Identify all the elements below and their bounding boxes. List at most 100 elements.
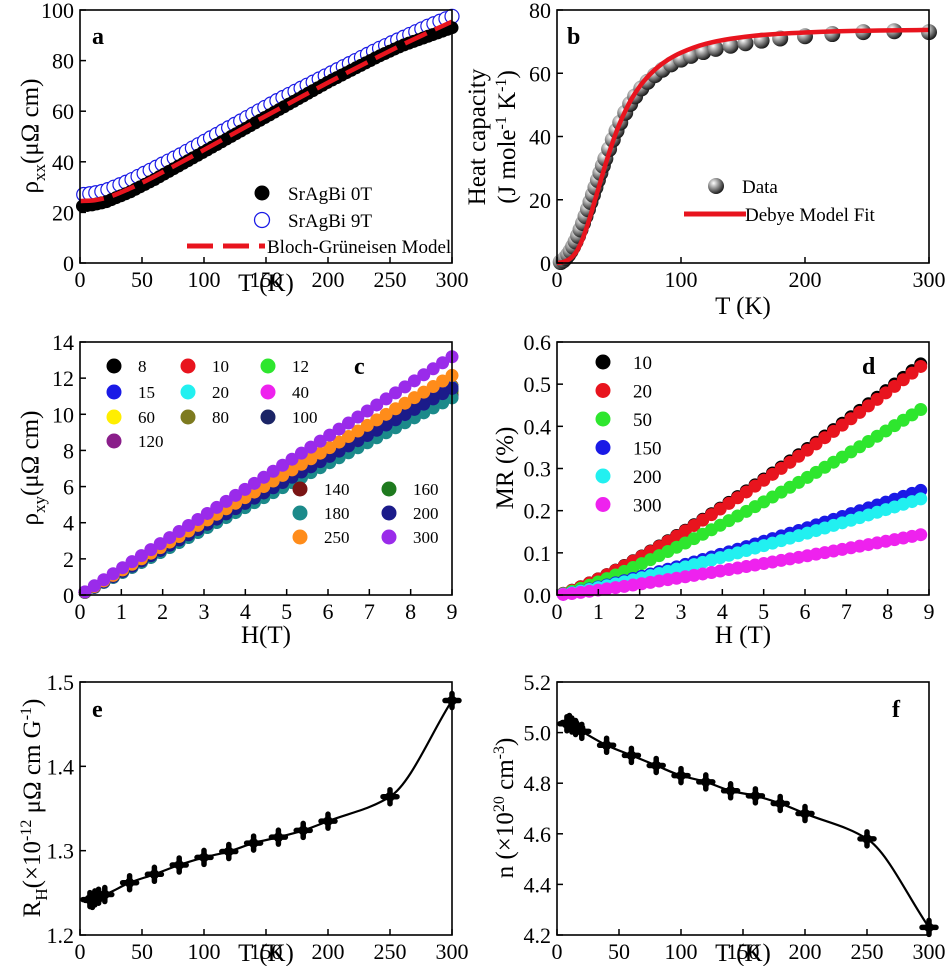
xtick-label-c-4: 4 [240, 599, 251, 624]
legend-c-8-label: 8 [138, 357, 147, 376]
legend-b-1-label: Debye Model Fit [745, 205, 876, 226]
mark-core-f-10 [725, 785, 736, 796]
mark-c-250K-35 [407, 391, 421, 405]
mark-c-300K-12 [191, 512, 205, 526]
mark-c-250K-27 [332, 435, 346, 449]
legend-c-300-marker [381, 529, 397, 545]
mark-c-300K-28 [341, 416, 355, 430]
mark-b-data-35 [722, 37, 739, 54]
panel-d-legend: 10 20 50 150 200 300 [595, 353, 662, 517]
panel-f-xlabel: T (K) [715, 940, 771, 966]
legend-c-100-marker [260, 409, 276, 425]
xtick-label-a-6: 300 [436, 267, 469, 292]
mark-c-250K-38 [436, 374, 450, 388]
legend-c-12-label: 12 [292, 357, 309, 376]
xtick-label-a-5: 250 [374, 267, 407, 292]
xtick-label-d-0: 0 [552, 599, 563, 624]
mark-core-f-6 [626, 750, 637, 761]
legend-d-10-label: 10 [633, 353, 652, 374]
ytick-label-c-4: 8 [63, 438, 74, 463]
panel-d-ylabel: MR (%) [492, 427, 519, 510]
xtick-label-d-1: 1 [593, 599, 604, 624]
panel-b-ylabel-line2: (J mole-1 K-1) [493, 70, 521, 204]
ytick-label-d-1: 0.1 [524, 541, 552, 566]
panel-f-frame [556, 681, 930, 936]
mark-core-f-7 [651, 760, 661, 771]
panel-b-ylabel-line1: Heat capacity [464, 68, 491, 205]
legend-d-300-marker [595, 497, 611, 512]
xtick-label-f-4: 200 [789, 939, 822, 964]
ytick-label-f-4: 5.0 [524, 721, 552, 746]
xtick-label-e-3: 150 [250, 939, 283, 964]
ytick-label-f-5: 5.2 [524, 670, 552, 695]
line-f [566, 721, 930, 929]
mark-b-data-40 [824, 26, 841, 43]
xtick-label-f-6: 300 [913, 939, 946, 964]
line-a-bloch-gruneisen [79, 19, 453, 204]
xtick-label-c-2: 2 [157, 599, 168, 624]
panel-d-xlabel: H (T) [715, 622, 771, 649]
xtick-label-f-3: 150 [727, 939, 760, 964]
mark-c-300K-26 [323, 428, 337, 442]
ytick-label-f-1: 4.4 [524, 872, 552, 897]
legend-c-250-label: 250 [324, 528, 350, 547]
mark-core-e-4 [100, 889, 110, 900]
panel-a-ylabel: ρxx(μΩ cm) [17, 79, 49, 194]
mark-c-250K-31 [370, 413, 384, 427]
mark-core-f-9 [701, 777, 711, 787]
xtick-label-d-6: 6 [800, 599, 811, 624]
legend-b-0-marker [708, 178, 724, 194]
xtick-label-c-5: 5 [281, 599, 292, 624]
mark-c-300K-13 [200, 506, 214, 520]
ytick-label-e-0: 1.2 [47, 923, 75, 948]
mark-c-300K-14 [210, 500, 224, 514]
panel-b: 0 100 200 300 0 20 40 60 80 b T (K) Heat capacit… [464, 0, 946, 320]
legend-d-150-marker [595, 440, 611, 455]
panel-b-ticks: 0 100 200 300 0 20 40 60 80 [529, 0, 946, 292]
ytick-label-c-1: 2 [63, 547, 74, 572]
ytick-label-b-2: 40 [529, 125, 551, 150]
legend-a-1-label: SrAgBi 9T [288, 211, 372, 232]
mark-c-300K-17 [238, 482, 252, 496]
panel-e-xlabel: T (K) [238, 940, 294, 966]
legend-d-200-label: 200 [633, 467, 662, 488]
xtick-label-f-0: 0 [552, 939, 563, 964]
panel-a-letter: a [92, 24, 104, 50]
ytick-label-b-3: 60 [529, 61, 551, 86]
mark-c-300K-21 [276, 458, 290, 472]
panel-e-series [80, 690, 462, 911]
mark-c-300K-29 [351, 410, 365, 424]
panel-d-series [556, 357, 928, 601]
ytick-label-c-0: 0 [63, 583, 74, 608]
ytick-label-a-0: 0 [63, 251, 74, 276]
legend-c-250-marker [292, 529, 308, 545]
legend-c-100-label: 100 [292, 408, 318, 427]
legend-d-20-marker [595, 383, 611, 398]
mark-c-300K-22 [285, 452, 299, 466]
legend-c-180-label: 180 [324, 504, 350, 523]
legend-a-0-label: SrAgBi 0T [288, 184, 372, 205]
mark-core-f-12 [775, 798, 785, 809]
mark-core-f-4 [577, 726, 587, 737]
ytick-label-a-2: 40 [52, 150, 74, 175]
xtick-label-d-5: 5 [758, 599, 769, 624]
ytick-label-f-3: 4.8 [524, 771, 552, 796]
mark-c-250K-24 [304, 452, 318, 466]
mark-c-300K-30 [360, 404, 374, 418]
mark-c-300K-35 [407, 374, 421, 388]
ytick-label-f-0: 4.2 [524, 923, 552, 948]
mark-c-300K-3 [106, 567, 120, 581]
mark-c-250K-37 [426, 380, 440, 394]
mark-c-300K-15 [219, 494, 233, 508]
xtick-label-e-6: 300 [436, 939, 469, 964]
legend-c-20-marker [180, 384, 196, 400]
legend-d-150-label: 150 [633, 439, 662, 460]
mark-c-300K-10 [172, 525, 186, 539]
xtick-label-d-2: 2 [634, 599, 645, 624]
legend-d-300-label: 300 [633, 496, 662, 517]
mark-c-300K-27 [332, 422, 346, 436]
mark-c-250K-34 [398, 396, 412, 410]
ytick-label-e-1: 1.3 [47, 839, 75, 864]
mark-c-250K-32 [379, 407, 393, 421]
